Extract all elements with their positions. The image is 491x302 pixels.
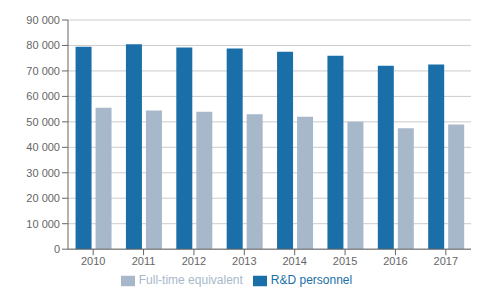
svg-text:20 000: 20 000	[26, 192, 60, 204]
svg-text:70 000: 70 000	[26, 65, 60, 77]
svg-text:2015: 2015	[333, 255, 357, 267]
svg-text:2016: 2016	[383, 255, 407, 267]
svg-text:2014: 2014	[282, 255, 306, 267]
svg-text:60 000: 60 000	[26, 90, 60, 102]
svg-text:90 000: 90 000	[26, 14, 60, 26]
svg-text:2012: 2012	[182, 255, 206, 267]
svg-text:50 000: 50 000	[26, 116, 60, 128]
svg-text:2010: 2010	[81, 255, 105, 267]
html-text:Full-time equivalent: Full-time equivalent	[138, 273, 243, 288]
html-text:R&D personnel: R&D personnel	[270, 273, 353, 288]
svg-text:30 000: 30 000	[26, 167, 60, 179]
svg-text:0: 0	[54, 243, 60, 255]
svg-text:2017: 2017	[434, 255, 458, 267]
svg-text:80 000: 80 000	[26, 39, 60, 51]
svg-text:40 000: 40 000	[26, 141, 60, 153]
svg-text:2011: 2011	[132, 255, 156, 267]
svg-text:2013: 2013	[232, 255, 256, 267]
svg-text:10 000: 10 000	[26, 218, 60, 230]
